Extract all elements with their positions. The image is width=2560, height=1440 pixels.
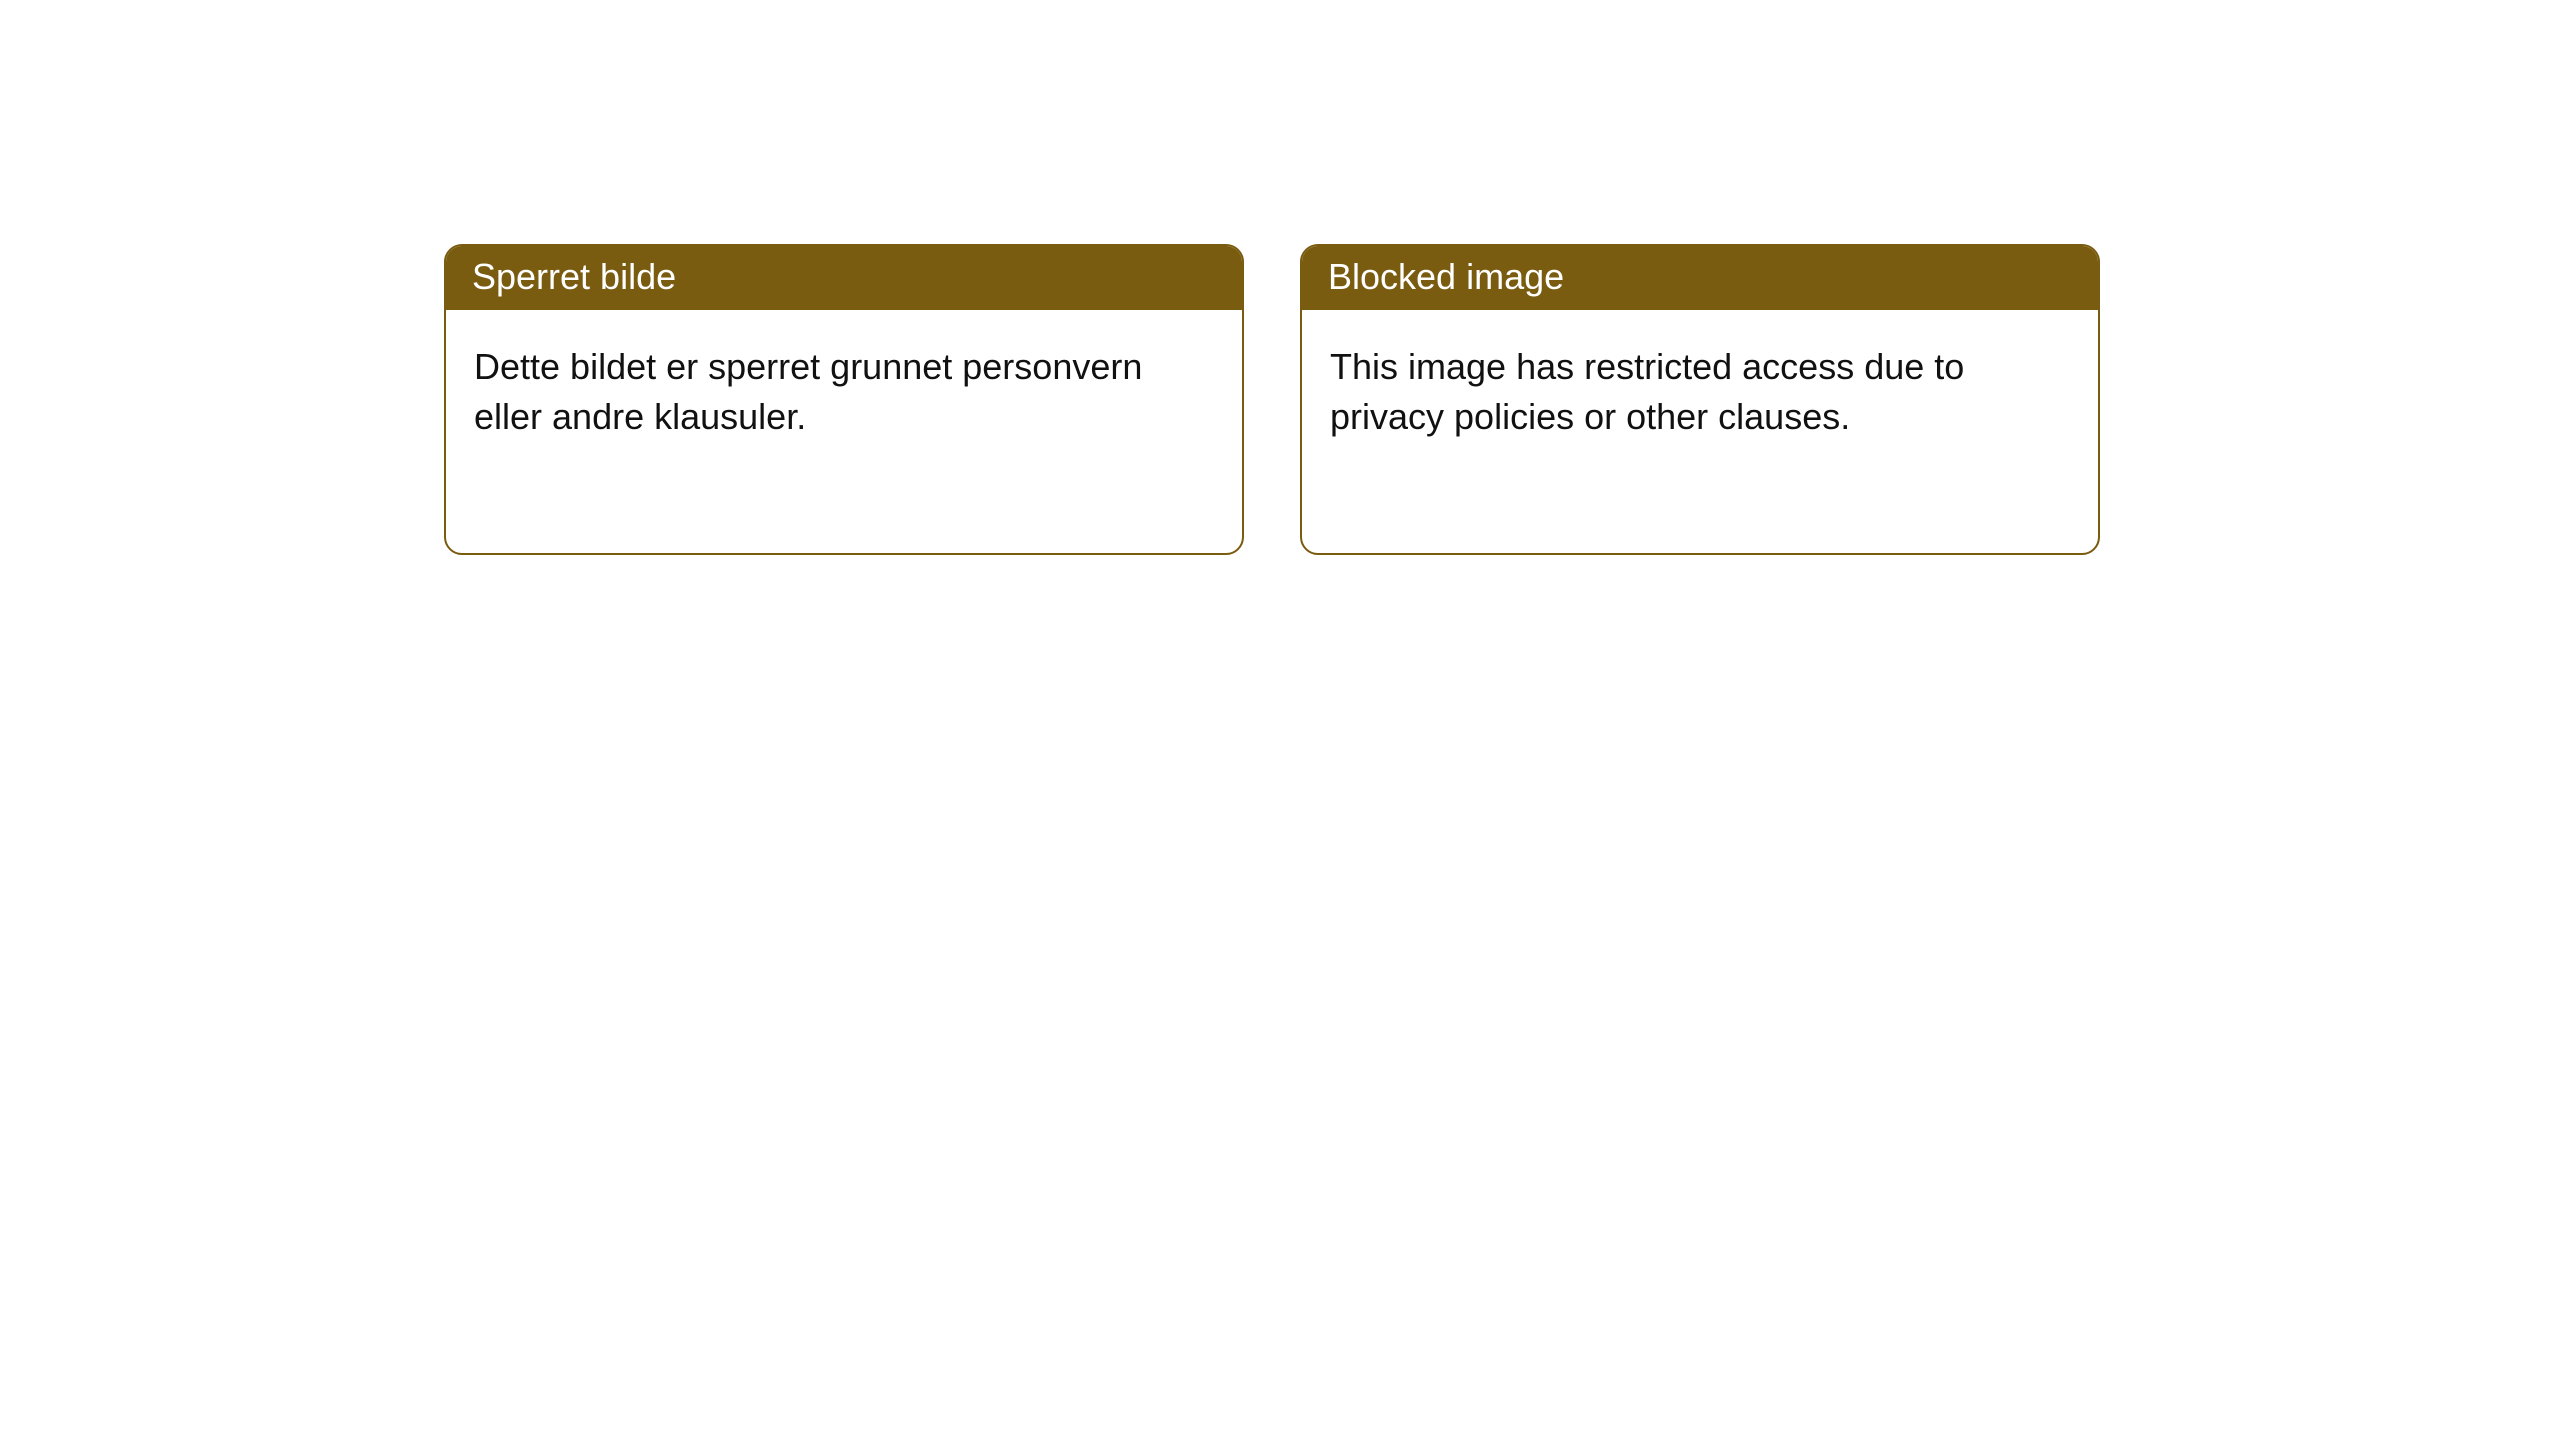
notice-box-norwegian: Sperret bilde Dette bildet er sperret gr… — [444, 244, 1244, 555]
notice-title: Blocked image — [1328, 256, 1564, 297]
notices-container: Sperret bilde Dette bildet er sperret gr… — [0, 0, 2560, 555]
notice-body-text: Dette bildet er sperret grunnet personve… — [474, 346, 1142, 437]
notice-box-english: Blocked image This image has restricted … — [1300, 244, 2100, 555]
notice-header: Sperret bilde — [446, 246, 1242, 310]
notice-title: Sperret bilde — [472, 256, 676, 297]
notice-body: Dette bildet er sperret grunnet personve… — [446, 310, 1242, 553]
notice-body: This image has restricted access due to … — [1302, 310, 2098, 553]
notice-body-text: This image has restricted access due to … — [1330, 346, 1964, 437]
notice-header: Blocked image — [1302, 246, 2098, 310]
